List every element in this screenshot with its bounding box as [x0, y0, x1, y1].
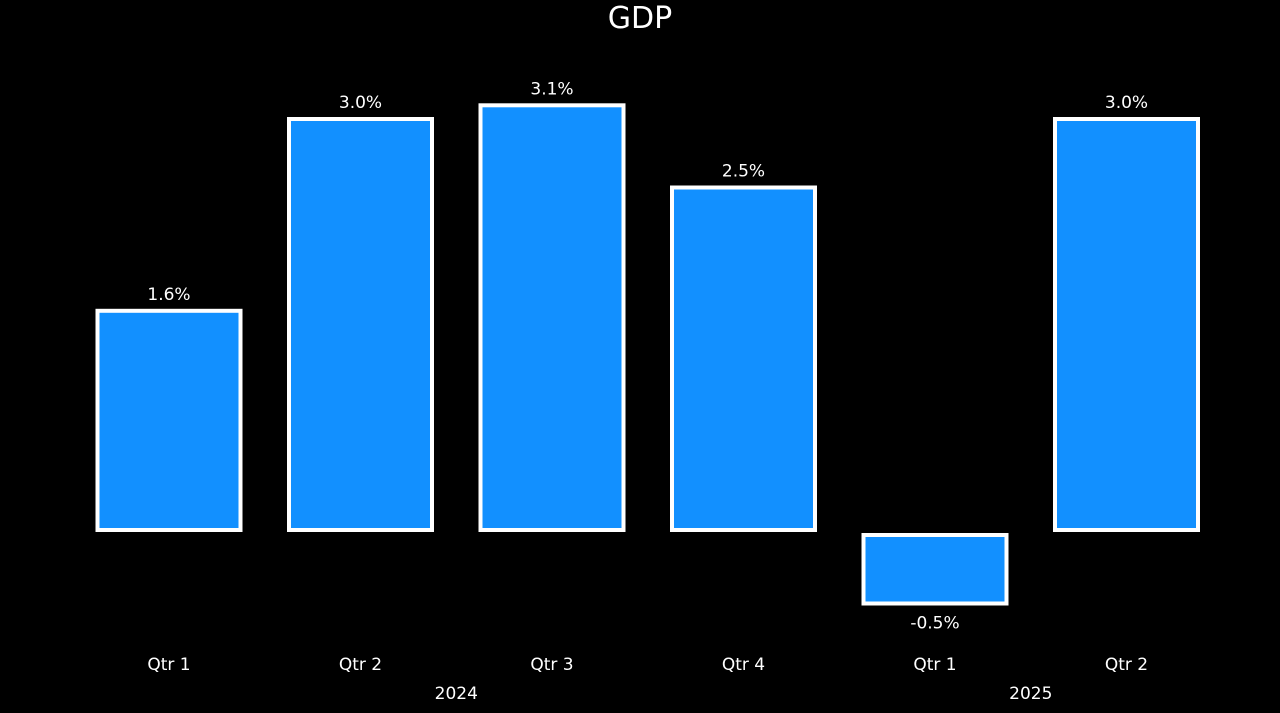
data-label-2: 3.0% — [339, 93, 382, 113]
x-tick-label-4: Qtr 4 — [722, 655, 765, 675]
x-tick-label-1: Qtr 1 — [147, 655, 190, 675]
data-label-3: 3.1% — [530, 79, 573, 99]
bar-2 — [287, 117, 434, 532]
bars-layer — [95, 103, 1200, 606]
data-label-4: 2.5% — [722, 162, 765, 182]
data-label-1: 1.6% — [147, 285, 190, 305]
bar-6 — [1053, 117, 1200, 532]
chart-title: GDP — [607, 1, 673, 36]
x-tick-label-2: Qtr 2 — [339, 655, 382, 675]
data-label-5: -0.5% — [910, 614, 959, 634]
x-tick-label-5: Qtr 1 — [913, 655, 956, 675]
bar-5 — [861, 533, 1009, 606]
x-group-label-1: 2024 — [435, 684, 478, 704]
bar-3 — [478, 103, 626, 533]
x-tick-label-3: Qtr 3 — [530, 655, 573, 675]
bar-4 — [670, 185, 817, 532]
bar-1 — [95, 308, 243, 532]
data-label-6: 3.0% — [1105, 93, 1148, 113]
x-group-label-2: 2025 — [1009, 684, 1052, 704]
labels-layer: 1.6% Qtr 1 3.0% Qtr 2 3.1% Qtr 3 2.5% Qtr 4 -0.5… — [147, 79, 1148, 704]
x-tick-label-6: Qtr 2 — [1105, 655, 1148, 675]
